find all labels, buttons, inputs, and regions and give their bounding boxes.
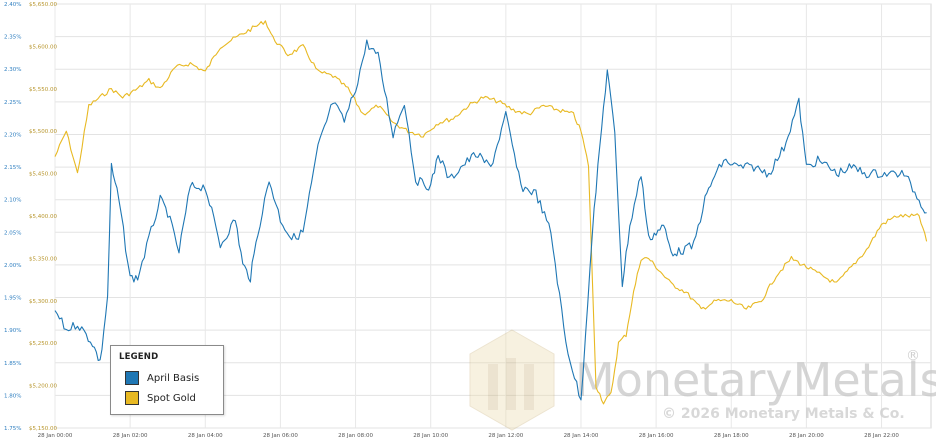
y-left-tick-label: 1.95%: [4, 296, 21, 302]
watermark: MonetaryMetals © 2026 Monetary Metals & …: [469, 329, 936, 431]
y-left-tick-label: 2.05%: [4, 230, 21, 236]
x-tick-label: 28 Jan 18:00: [714, 433, 749, 439]
y-left-tick-label: 2.35%: [4, 35, 21, 41]
spot-gold-label: Spot Gold: [147, 392, 196, 404]
y-left-tick-label: 1.80%: [4, 393, 21, 399]
y-left-tick-label: 2.15%: [4, 165, 21, 171]
x-tick-label: 28 Jan 20:00: [789, 433, 824, 439]
x-axis: 28 Jan 00:00 28 Jan 02:00 28 Jan 04:00 28 J…: [38, 433, 900, 439]
y-right-tick-label: $5,400.00: [29, 214, 57, 220]
y-right-tick-label: $5,200.00: [29, 384, 57, 390]
x-tick-label: 28 Jan 10:00: [413, 433, 448, 439]
y-left-tick-label: 2.00%: [4, 263, 21, 269]
watermark-brand: MonetaryMetals: [575, 353, 936, 407]
spot-gold-swatch: [125, 391, 139, 405]
legend: LEGEND April Basis Spot Gold: [110, 345, 224, 415]
april-basis-swatch: [125, 371, 139, 385]
y-left-tick-label: 1.75%: [4, 426, 21, 432]
y-axis-left: 2.40% 2.35% 2.30% 2.25% 2.20% 2.15% 2.10% 2.05%…: [4, 2, 21, 432]
grid-lines: [54, 3, 931, 429]
x-tick-label: 28 Jan 16:00: [639, 433, 674, 439]
x-tick-label: 28 Jan 14:00: [564, 433, 599, 439]
y-right-tick-label: $5,550.00: [29, 87, 57, 93]
y-right-tick-label: $5,300.00: [29, 299, 57, 305]
registered-mark: ®: [906, 348, 920, 364]
y-left-tick-label: 2.40%: [4, 2, 21, 8]
watermark-copyright: © 2026 Monetary Metals & Co.: [662, 406, 905, 422]
x-tick-label: 28 Jan 22:00: [864, 433, 899, 439]
x-tick-label: 28 Jan 08:00: [338, 433, 373, 439]
y-left-tick-label: 2.10%: [4, 198, 21, 204]
x-tick-label: 28 Jan 04:00: [188, 433, 223, 439]
y-left-tick-label: 2.20%: [4, 132, 21, 138]
y-right-tick-label: $5,350.00: [29, 256, 57, 262]
x-tick-label: 28 Jan 00:00: [38, 433, 73, 439]
y-left-tick-label: 1.90%: [4, 328, 21, 334]
legend-item-spot-gold: Spot Gold: [125, 390, 196, 406]
x-tick-label: 28 Jan 02:00: [113, 433, 148, 439]
legend-item-april-basis: April Basis: [125, 370, 199, 386]
y-left-tick-label: 1.85%: [4, 361, 21, 367]
y-right-tick-label: $5,150.00: [29, 426, 57, 432]
x-tick-label: 28 Jan 12:00: [488, 433, 523, 439]
legend-title: LEGEND: [119, 352, 159, 362]
y-right-tick-label: $5,450.00: [29, 172, 57, 178]
y-axis-right: $5,650.00 $5,600.00 $5,550.00 $5,500.00 $5,4…: [29, 2, 57, 432]
y-right-tick-label: $5,600.00: [29, 44, 57, 50]
april-basis-line: [54, 39, 927, 401]
april-basis-label: April Basis: [147, 372, 200, 384]
y-left-tick-label: 2.30%: [4, 67, 21, 73]
y-right-tick-label: $5,500.00: [29, 129, 57, 135]
series-layer: [54, 20, 928, 405]
monetary-metals-logo-icon: [469, 329, 555, 431]
spot-gold-line: [54, 20, 928, 405]
y-left-tick-label: 2.25%: [4, 100, 21, 106]
x-tick-label: 28 Jan 06:00: [263, 433, 298, 439]
y-right-tick-label: $5,650.00: [29, 2, 57, 8]
y-right-tick-label: $5,250.00: [29, 341, 57, 347]
